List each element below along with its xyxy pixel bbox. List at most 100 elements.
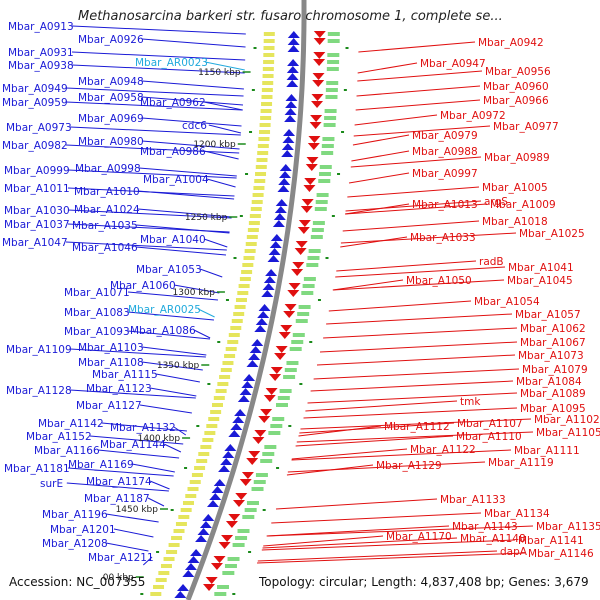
forward-strand-gene[interactable] <box>313 59 326 66</box>
right-gene-label[interactable]: Mbar_A1079 <box>522 364 588 376</box>
left-gene-label[interactable]: Mbar_A1128 <box>6 385 72 397</box>
reverse-strand-gene[interactable] <box>262 283 275 290</box>
forward-strand-gene[interactable] <box>221 535 234 542</box>
right-gene-label[interactable]: Mbar_A0966 <box>483 95 549 107</box>
reverse-strand-gene[interactable] <box>197 528 210 535</box>
forward-strand-gene[interactable] <box>312 80 325 87</box>
right-gene-label[interactable]: Mbar_A0997 <box>412 168 478 180</box>
right-gene-label[interactable]: Mbar_A1018 <box>482 216 548 228</box>
left-gene-label[interactable]: Mbar_A1103 <box>78 342 144 354</box>
reverse-strand-gene[interactable] <box>248 353 261 360</box>
forward-strand-gene[interactable] <box>308 136 321 143</box>
reverse-strand-gene[interactable] <box>249 346 262 353</box>
forward-strand-gene[interactable] <box>239 479 252 486</box>
forward-strand-gene[interactable] <box>292 262 305 269</box>
left-gene-label[interactable]: Mbar_A1208 <box>42 538 108 550</box>
forward-strand-gene[interactable] <box>306 157 319 164</box>
reverse-strand-gene[interactable] <box>228 430 241 437</box>
reverse-strand-gene[interactable] <box>285 101 298 108</box>
right-gene-label[interactable]: Mbar_A1111 <box>514 445 580 457</box>
forward-strand-gene[interactable] <box>311 94 324 101</box>
left-gene-label[interactable]: Mbar_A1010 <box>74 186 140 198</box>
forward-strand-gene[interactable] <box>312 73 325 80</box>
forward-strand-gene[interactable] <box>311 101 324 108</box>
right-gene-label[interactable]: Mbar_A1057 <box>515 309 581 321</box>
forward-strand-gene[interactable] <box>303 185 316 192</box>
forward-strand-gene[interactable] <box>280 325 293 332</box>
left-gene-label[interactable]: Mbar_A1053 <box>136 264 202 276</box>
reverse-strand-gene[interactable] <box>232 416 245 423</box>
left-gene-label[interactable]: Mbar_A1011 <box>4 183 70 195</box>
reverse-strand-gene[interactable] <box>286 80 299 87</box>
right-gene-label[interactable]: Mbar_A0977 <box>493 121 559 133</box>
reverse-strand-gene[interactable] <box>202 514 215 521</box>
forward-strand-gene[interactable] <box>287 290 300 297</box>
reverse-strand-gene[interactable] <box>275 199 288 206</box>
forward-strand-gene[interactable] <box>205 577 218 584</box>
left-gene-label[interactable]: Mbar_A0948 <box>78 76 144 88</box>
forward-strand-gene[interactable] <box>241 472 254 479</box>
left-gene-label[interactable]: Mbar_A0962 <box>140 97 206 109</box>
left-gene-label[interactable]: Mbar_A1169 <box>68 459 134 471</box>
reverse-strand-gene[interactable] <box>220 458 233 465</box>
forward-strand-gene[interactable] <box>291 269 304 276</box>
left-gene-label[interactable]: Mbar_A1144 <box>100 439 166 451</box>
reverse-strand-gene[interactable] <box>222 451 235 458</box>
forward-strand-gene[interactable] <box>294 248 307 255</box>
forward-strand-gene[interactable] <box>246 458 259 465</box>
right-gene-label[interactable]: Mbar_A0979 <box>412 130 478 142</box>
right-gene-label[interactable]: Mbar_A1009 <box>490 199 556 211</box>
right-gene-label[interactable]: Mbar_A1033 <box>410 232 476 244</box>
left-gene-label[interactable]: Mbar_A1142 <box>38 418 104 430</box>
forward-strand-gene[interactable] <box>300 206 313 213</box>
left-gene-label[interactable]: Mbar_A0958 <box>78 92 144 104</box>
left-gene-label[interactable]: Mbar_A0938 <box>8 60 74 72</box>
reverse-strand-gene[interactable] <box>287 45 300 52</box>
reverse-strand-gene[interactable] <box>282 136 295 143</box>
forward-strand-gene[interactable] <box>275 346 288 353</box>
right-gene-label[interactable]: Mbar_A1170 <box>386 531 452 543</box>
right-gene-label[interactable]: Mbar_A1073 <box>518 350 584 362</box>
reverse-strand-gene[interactable] <box>218 465 231 472</box>
right-gene-label[interactable]: tmk <box>460 396 481 408</box>
left-gene-label[interactable]: Mbar_A1035 <box>72 220 138 232</box>
left-gene-label[interactable]: Mbar_A0980 <box>78 136 144 148</box>
left-gene-label[interactable]: Mbar_A1201 <box>50 524 116 536</box>
left-gene-label[interactable]: Mbar_A1046 <box>72 242 138 254</box>
right-gene-label[interactable]: Mbar_A1054 <box>474 296 540 308</box>
reverse-strand-gene[interactable] <box>287 59 300 66</box>
reverse-strand-gene[interactable] <box>190 549 203 556</box>
left-gene-label[interactable]: Mbar_A0982 <box>2 140 68 152</box>
right-gene-label[interactable]: Mbar_A1005 <box>482 182 548 194</box>
forward-strand-gene[interactable] <box>213 556 226 563</box>
reverse-strand-gene[interactable] <box>281 143 294 150</box>
right-gene-label[interactable]: Mbar_A1105 <box>536 427 600 439</box>
reverse-strand-gene[interactable] <box>241 381 254 388</box>
left-gene-label[interactable]: Mbar_A0998 <box>75 163 141 175</box>
forward-strand-gene[interactable] <box>313 31 326 38</box>
forward-strand-gene[interactable] <box>263 395 276 402</box>
forward-strand-gene[interactable] <box>203 584 216 591</box>
reverse-strand-gene[interactable] <box>284 115 297 122</box>
left-gene-label[interactable]: Mbar_A1181 <box>4 463 70 475</box>
left-gene-label[interactable]: Mbar_A0913 <box>8 21 74 33</box>
left-gene-label[interactable]: Mbar_A0931 <box>8 47 74 59</box>
left-gene-label[interactable]: Mbar_A1196 <box>42 509 108 521</box>
left-gene-label[interactable]: Mbar_A1109 <box>6 344 72 356</box>
forward-strand-gene[interactable] <box>270 367 283 374</box>
reverse-strand-gene[interactable] <box>182 570 195 577</box>
forward-strand-gene[interactable] <box>265 388 278 395</box>
right-gene-label[interactable]: Mbar_A1102 <box>534 414 600 426</box>
right-gene-label[interactable]: Mbar_A1025 <box>519 228 585 240</box>
forward-strand-gene[interactable] <box>297 227 310 234</box>
reverse-strand-gene[interactable] <box>277 185 290 192</box>
reverse-strand-gene[interactable] <box>286 73 299 80</box>
right-gene-label[interactable]: Mbar_A1133 <box>440 494 506 506</box>
right-gene-label[interactable]: Mbar_A1067 <box>520 337 586 349</box>
left-gene-label[interactable]: Mbar_A1060 <box>110 280 176 292</box>
left-gene-label[interactable]: Mbar_A1187 <box>84 493 150 505</box>
forward-strand-gene[interactable] <box>278 332 291 339</box>
reverse-strand-gene[interactable] <box>279 164 292 171</box>
forward-strand-gene[interactable] <box>288 283 301 290</box>
